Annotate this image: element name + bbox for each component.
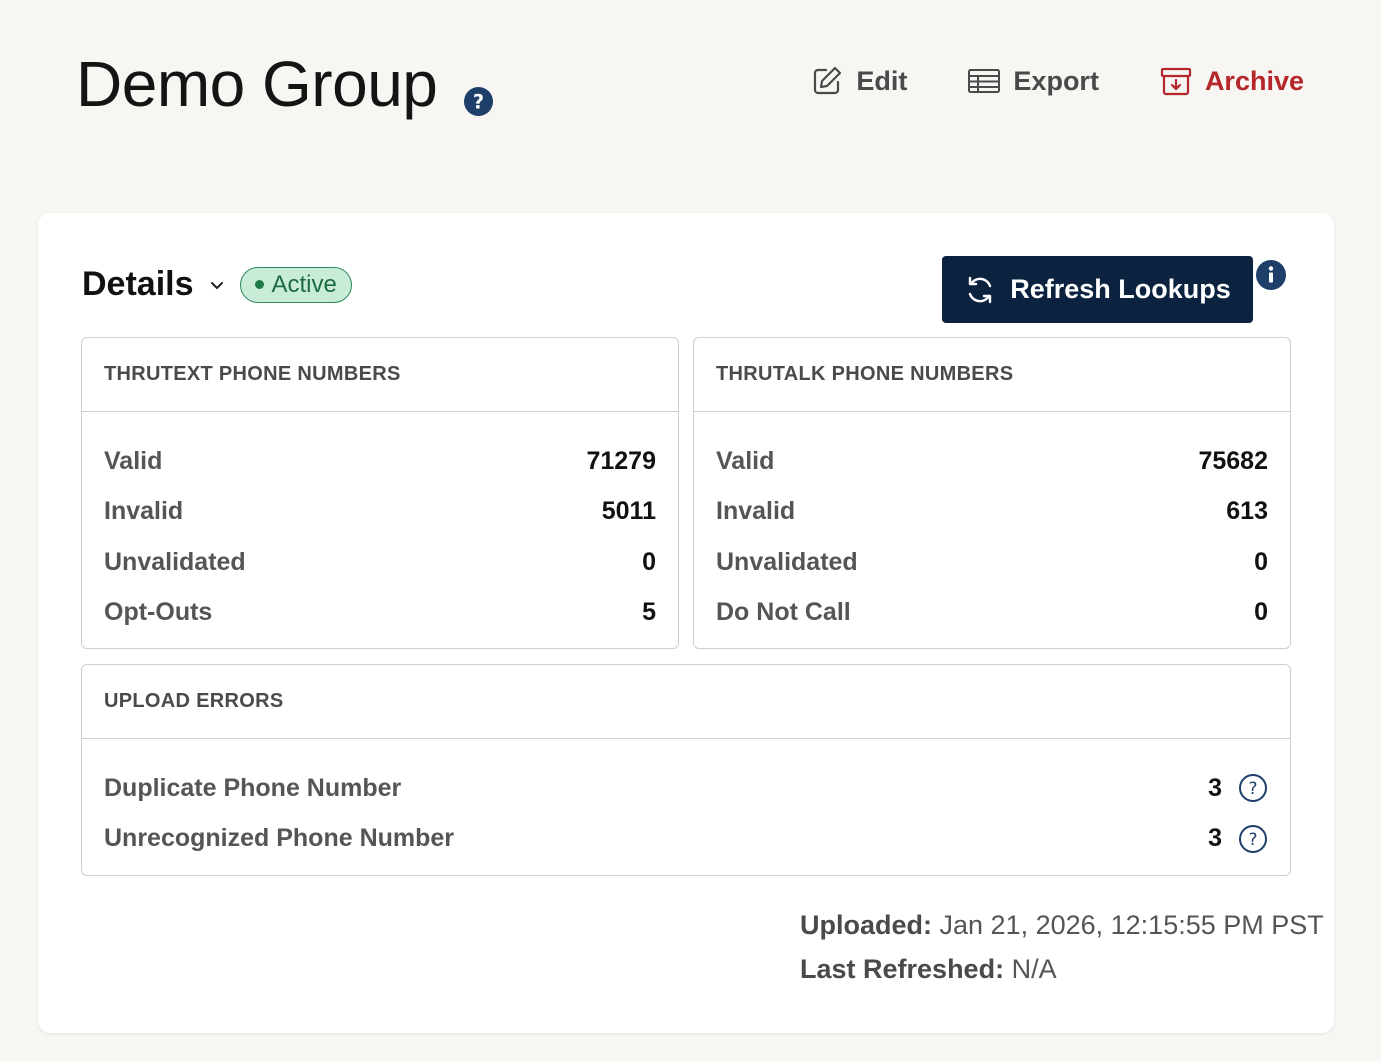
error-row: Duplicate Phone Number 3 ? xyxy=(104,763,1268,814)
status-label: Active xyxy=(271,270,337,298)
question-circle-outline-icon[interactable]: ? xyxy=(1238,824,1268,854)
refreshed-value: N/A xyxy=(1011,954,1057,984)
error-count: 3 xyxy=(1208,773,1222,802)
details-title: Details xyxy=(82,265,194,303)
stat-value: 0 xyxy=(1254,598,1268,627)
question-circle-icon[interactable]: ? xyxy=(463,86,494,117)
stat-label: Unvalidated xyxy=(104,547,246,576)
status-dot-icon xyxy=(254,280,264,289)
panel-heading: UPLOAD ERRORS xyxy=(82,665,1290,739)
refreshed-line: Last Refreshed: N/A xyxy=(800,947,1324,991)
svg-text:?: ? xyxy=(1248,779,1257,799)
stat-label: Valid xyxy=(716,446,775,475)
stat-value: 0 xyxy=(642,547,656,576)
stat-value: 0 xyxy=(1254,547,1268,576)
details-heading: Details Active xyxy=(82,265,352,304)
stat-row: Valid 71279 xyxy=(104,436,656,487)
export-label: Export xyxy=(1013,65,1099,96)
panel-heading: THRUTALK PHONE NUMBERS xyxy=(694,338,1290,412)
chevron-down-icon[interactable] xyxy=(208,276,226,294)
table-icon xyxy=(968,69,1001,93)
thrutalk-panel: THRUTALK PHONE NUMBERS Valid 75682 Inval… xyxy=(693,337,1291,649)
stat-row: Do Not Call 0 xyxy=(716,588,1268,639)
panel-heading: THRUTEXT PHONE NUMBERS xyxy=(82,338,678,412)
error-label: Duplicate Phone Number xyxy=(104,773,402,802)
stat-value: 613 xyxy=(1226,497,1268,526)
stat-row: Opt-Outs 5 xyxy=(104,588,656,639)
stat-row: Unvalidated 0 xyxy=(104,537,656,588)
uploaded-label: Uploaded: xyxy=(800,910,932,940)
uploaded-value: Jan 21, 2026, 12:15:55 PM PST xyxy=(939,910,1324,940)
export-button[interactable]: Export xyxy=(967,64,1099,98)
archive-button[interactable]: Archive xyxy=(1159,64,1304,98)
stat-value: 5011 xyxy=(601,497,656,526)
details-card: Details Active Refresh Lookups THRUTEXT … xyxy=(38,213,1334,1033)
stat-row: Invalid 5011 xyxy=(104,487,656,538)
page-header: Demo Group ? Edit Export xyxy=(0,0,1381,160)
page-title: Demo Group xyxy=(76,48,438,120)
stat-label: Valid xyxy=(104,446,163,475)
thrutext-panel: THRUTEXT PHONE NUMBERS Valid 71279 Inval… xyxy=(81,337,679,649)
stat-label: Do Not Call xyxy=(716,598,851,627)
stat-label: Invalid xyxy=(104,497,184,526)
uploaded-line: Uploaded: Jan 21, 2026, 12:15:55 PM PST xyxy=(800,903,1324,947)
stat-row: Valid 75682 xyxy=(716,436,1268,487)
error-label: Unrecognized Phone Number xyxy=(104,824,455,853)
stat-value: 75682 xyxy=(1198,446,1268,475)
refresh-lookups-button[interactable]: Refresh Lookups xyxy=(942,256,1253,323)
refresh-lookups-label: Refresh Lookups xyxy=(1010,274,1231,304)
info-icon[interactable] xyxy=(1255,259,1287,291)
archive-box-icon xyxy=(1160,67,1192,96)
edit-button[interactable]: Edit xyxy=(810,64,907,98)
stat-row: Unvalidated 0 xyxy=(716,537,1268,588)
upload-meta: Uploaded: Jan 21, 2026, 12:15:55 PM PST … xyxy=(800,903,1324,991)
svg-text:?: ? xyxy=(473,90,484,113)
question-circle-outline-icon[interactable]: ? xyxy=(1238,773,1268,803)
stat-row: Invalid 613 xyxy=(716,487,1268,538)
status-badge: Active xyxy=(239,266,352,303)
stat-label: Invalid xyxy=(716,497,796,526)
stat-label: Unvalidated xyxy=(716,547,858,576)
archive-label: Archive xyxy=(1204,65,1304,96)
svg-text:?: ? xyxy=(1248,830,1257,850)
error-row: Unrecognized Phone Number 3 ? xyxy=(104,814,1268,865)
upload-errors-panel: UPLOAD ERRORS Duplicate Phone Number 3 ?… xyxy=(81,664,1291,876)
edit-label: Edit xyxy=(856,65,908,96)
refresh-arrows-icon xyxy=(969,276,992,303)
refreshed-label: Last Refreshed: xyxy=(800,954,1005,984)
header-actions: Edit Export Archive xyxy=(810,64,1304,98)
error-count: 3 xyxy=(1208,824,1222,853)
pencil-square-icon xyxy=(814,66,842,95)
stat-label: Opt-Outs xyxy=(104,598,213,627)
stat-value: 5 xyxy=(642,598,656,627)
stat-value: 71279 xyxy=(586,446,656,475)
